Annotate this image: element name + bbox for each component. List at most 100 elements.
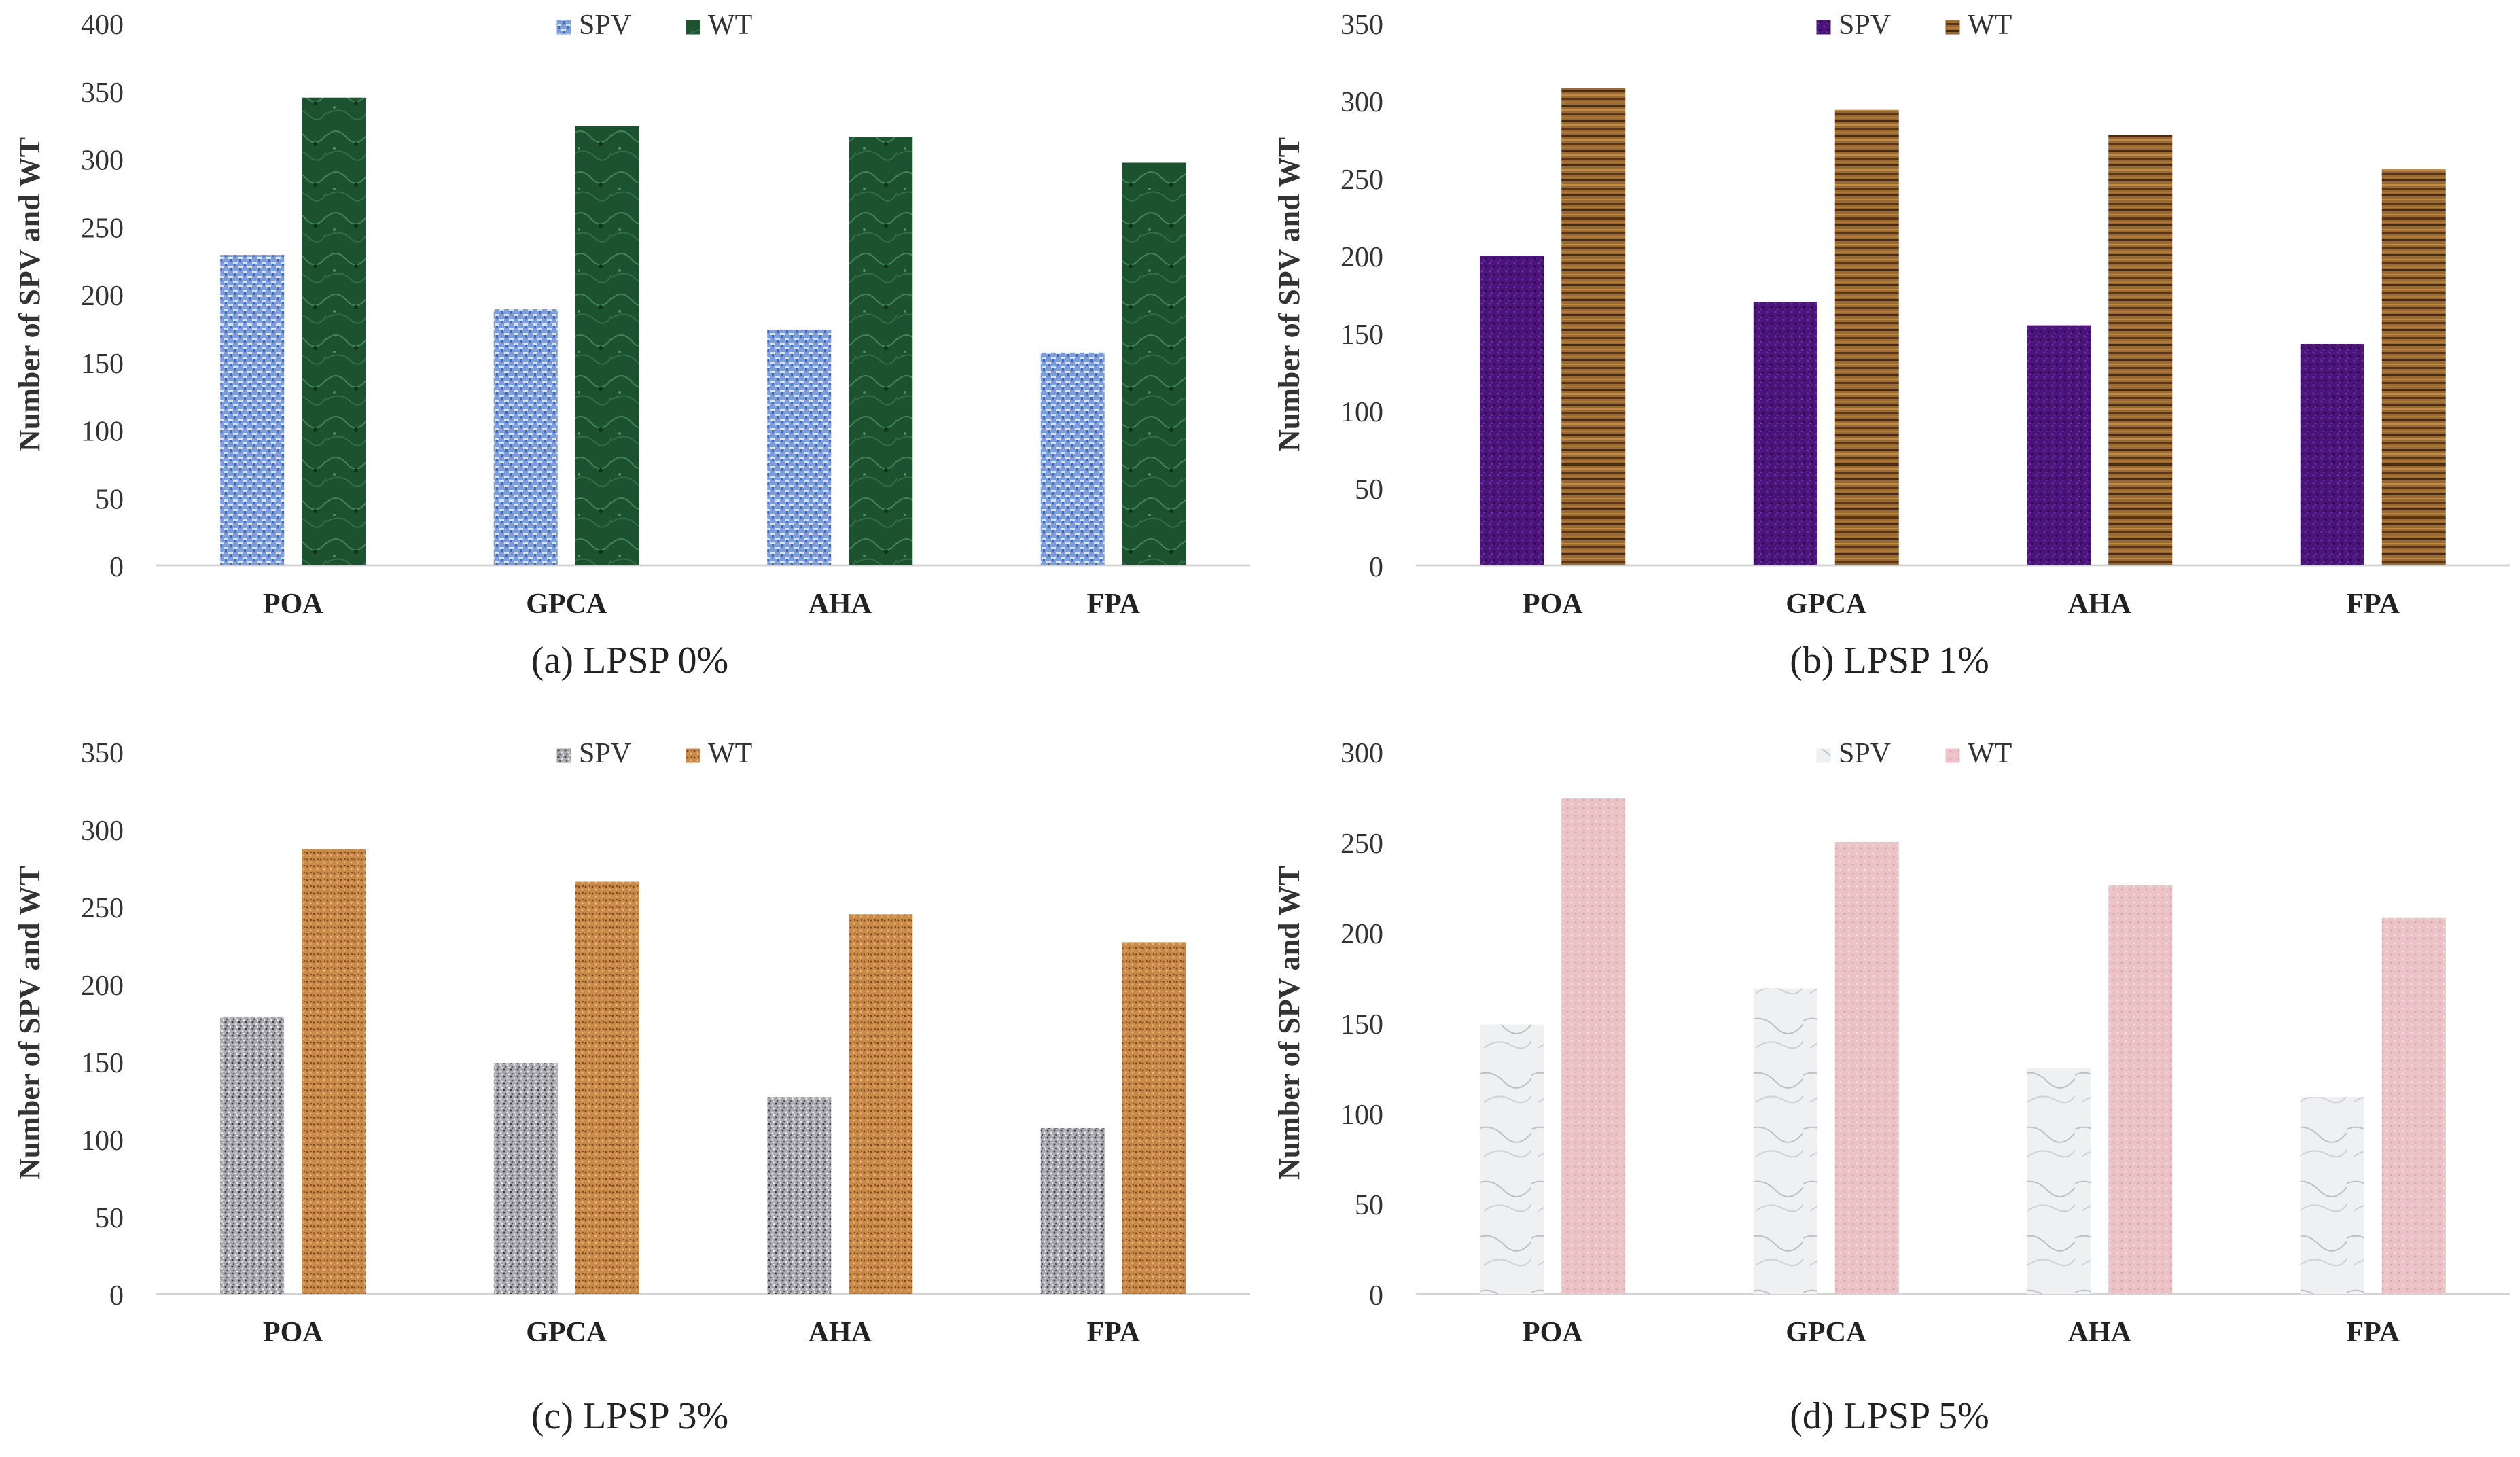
y-tick-label-d-5: 250 [1341,828,1383,860]
bar-b-spv-gpca [1753,302,1817,565]
chart-caption-d: (d) LPSP 5% [1790,1395,1989,1437]
y-tick-label-a-7: 350 [81,77,124,109]
y-tick-label-c-4: 200 [81,970,124,1002]
legend-swatch-a-spv [556,20,571,35]
bar-b-spv-fpa [2300,343,2364,565]
legend-swatch-b-wt [1945,20,1960,35]
legend-label-b-spv: SPV [1839,10,1891,41]
y-tick-label-a-0: 0 [109,552,124,583]
bar-a-spv-fpa [1040,352,1105,565]
bar-chart-b: Number of SPV and WT 0 50 100 150 200 250 300 35… [1273,10,2510,620]
bar-b-wt-aha [2108,135,2173,565]
bar-b-spv-aha [2027,325,2091,565]
legend-label-a-wt: WT [708,10,752,41]
bar-c-spv-gpca [493,1063,558,1294]
x-tick-label-a-3: FPA [1086,589,1140,620]
bar-c-wt-gpca [575,881,639,1294]
chart-panel-a: Number of SPV and WT 0 50 100 150 200 250 300 35… [0,0,1260,728]
y-tick-label-d-2: 100 [1341,1100,1383,1131]
y-tick-label-a-1: 50 [95,484,124,515]
bar-a-spv-gpca [493,309,558,565]
bar-d-spv-fpa [2300,1097,2364,1294]
y-tick-label-b-6: 300 [1341,87,1383,118]
bar-d-wt-poa [1561,798,1626,1294]
bar-a-wt-gpca [575,126,639,565]
legend-label-b-wt: WT [1968,10,2012,41]
x-tick-label-d-2: AHA [2068,1317,2132,1348]
bar-d-wt-gpca [1834,842,1899,1294]
y-tick-label-b-2: 100 [1341,397,1383,428]
x-tick-label-b-0: POA [1523,589,1583,620]
bar-c-wt-aha [849,914,913,1294]
chart-panel-b: Number of SPV and WT 0 50 100 150 200 250 300 35… [1260,0,2519,728]
y-tick-label-a-2: 100 [81,417,124,448]
legend-label-c-wt: WT [708,738,752,769]
y-tick-label-c-1: 50 [95,1203,124,1234]
bar-chart-d: Number of SPV and WT 0 50 100 150 200 250 300 PO… [1273,738,2510,1348]
legend-swatch-c-wt [686,748,700,763]
y-tick-label-d-0: 0 [1369,1280,1383,1312]
x-tick-label-d-0: POA [1523,1317,1583,1348]
bar-c-spv-aha [767,1097,832,1294]
bar-d-spv-poa [1480,1024,1544,1294]
legend-label-a-spv: SPV [579,10,631,41]
chart-panel-c: Number of SPV and WT 0 50 100 150 200 250 300 35… [0,728,1260,1457]
x-tick-label-c-3: FPA [1086,1317,1140,1348]
bar-d-wt-aha [2108,885,2173,1294]
chart-caption-a: (a) LPSP 0% [531,639,729,682]
bar-chart-a: Number of SPV and WT 0 50 100 150 200 250 300 35… [13,10,1250,620]
y-tick-label-d-4: 200 [1341,919,1383,950]
y-tick-label-b-1: 50 [1355,474,1383,506]
bar-c-spv-fpa [1040,1128,1105,1294]
legend-label-d-wt: WT [1968,738,2012,769]
y-tick-label-b-0: 0 [1369,552,1383,583]
y-tick-label-a-3: 150 [81,349,124,380]
bar-d-spv-aha [2027,1068,2091,1294]
y-tick-label-a-6: 300 [81,145,124,177]
x-tick-label-b-1: GPCA [1786,589,1867,620]
y-tick-label-c-5: 250 [81,893,124,924]
x-tick-label-b-3: FPA [2346,589,2400,620]
legend-swatch-b-spv [1816,20,1831,35]
legend-swatch-a-wt [686,20,700,35]
y-tick-label-b-3: 150 [1341,319,1383,351]
legend-swatch-d-wt [1945,748,1960,763]
y-tick-label-b-4: 200 [1341,242,1383,273]
y-tick-label-c-2: 100 [81,1125,124,1157]
legend-label-c-spv: SPV [579,738,631,769]
y-tick-label-a-4: 200 [81,281,124,312]
y-tick-label-b-7: 350 [1341,10,1383,41]
x-tick-label-c-1: GPCA [526,1317,607,1348]
legend-label-d-spv: SPV [1839,738,1891,769]
bar-b-wt-gpca [1834,109,1899,565]
x-tick-label-a-1: GPCA [526,589,607,620]
bar-b-wt-fpa [2381,169,2446,565]
y-axis-label-b: Number of SPV and WT [1273,137,1306,451]
x-tick-label-a-0: POA [263,589,323,620]
legend-swatch-d-spv [1816,748,1831,763]
y-axis-label-c: Number of SPV and WT [13,866,46,1180]
bar-d-wt-fpa [2381,917,2446,1294]
chart-panel-d: Number of SPV and WT 0 50 100 150 200 250 300 PO… [1260,728,2519,1457]
y-tick-label-c-7: 350 [81,738,124,769]
y-tick-label-d-1: 50 [1355,1190,1383,1221]
bar-d-spv-gpca [1753,988,1817,1294]
x-tick-label-d-1: GPCA [1786,1317,1867,1348]
y-tick-label-b-5: 250 [1341,164,1383,196]
x-tick-label-d-3: FPA [2346,1317,2400,1348]
x-tick-label-c-0: POA [263,1317,323,1348]
x-tick-label-a-2: AHA [809,589,872,620]
bar-a-wt-poa [302,97,366,566]
y-tick-label-d-6: 300 [1341,738,1383,769]
y-tick-label-c-3: 150 [81,1048,124,1079]
y-tick-label-c-6: 300 [81,815,124,847]
y-tick-label-c-0: 0 [109,1280,124,1312]
legend-swatch-c-spv [556,748,571,763]
y-tick-label-d-3: 150 [1341,1009,1383,1040]
x-tick-label-c-2: AHA [809,1317,872,1348]
bar-c-wt-poa [302,849,366,1294]
y-axis-label-a: Number of SPV and WT [13,137,46,451]
y-axis-label-d: Number of SPV and WT [1273,866,1306,1180]
bar-a-spv-poa [220,255,285,565]
x-tick-label-b-2: AHA [2068,589,2132,620]
